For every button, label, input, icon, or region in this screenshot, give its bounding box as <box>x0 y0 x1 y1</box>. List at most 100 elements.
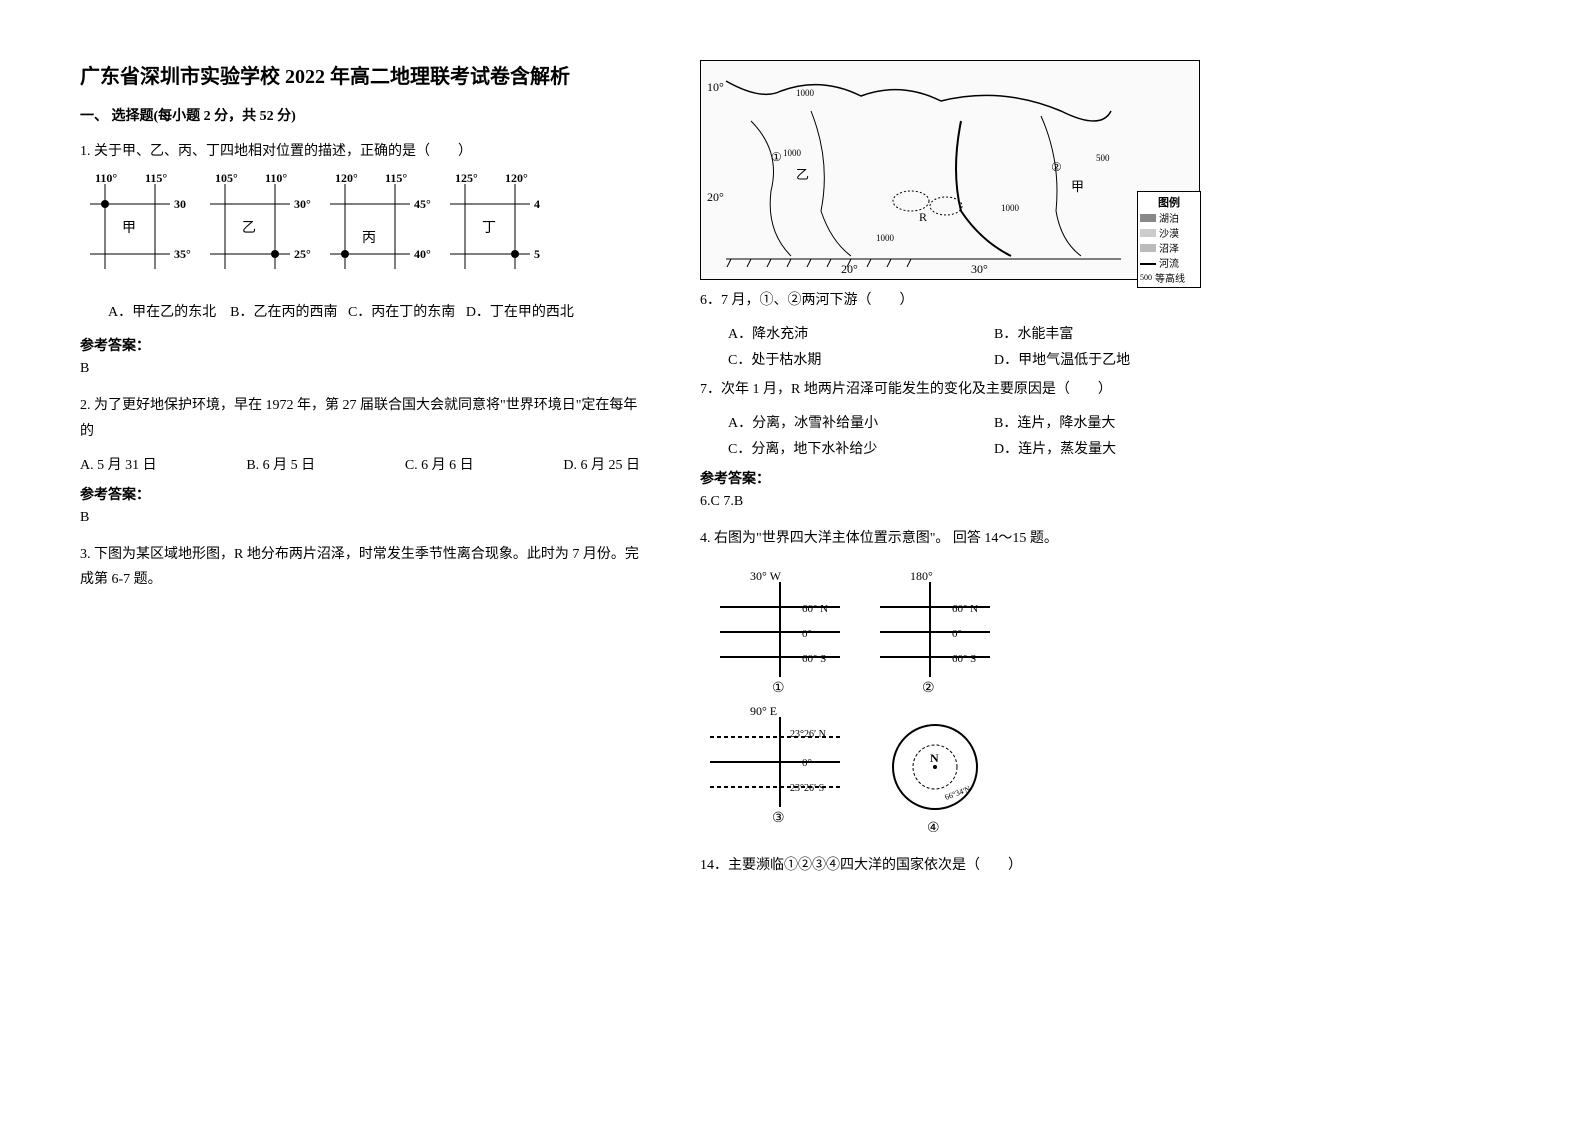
q1-p4-lon2: 120° <box>505 174 528 185</box>
q4-p3-lon: 90° E <box>750 704 777 718</box>
q7-option-a: A．分离，冰雪补给量小 <box>728 412 994 432</box>
legend-item-lake: 湖泊 <box>1140 210 1198 225</box>
q1-diagram: 110° 115° 30 35° 甲 105° 110° 30° 25° 乙 <box>80 174 540 284</box>
q1-p2-lon2: 110° <box>265 174 287 185</box>
q1-p2-lon1: 105° <box>215 174 238 185</box>
legend-title: 图例 <box>1140 194 1198 210</box>
map-circ2: ② <box>1051 160 1062 174</box>
q4-p1-lon: 30° W <box>750 572 782 583</box>
legend-item-swamp: 沼泽 <box>1140 240 1198 255</box>
map-c1000c: 1000 <box>876 233 895 243</box>
q1-option-b: B．乙在丙的西南 <box>230 300 337 325</box>
q1-p4-lat1: 45° <box>534 197 540 211</box>
q6-options: A．降水充沛 B．水能丰富 C．处于枯水期 D．甲地气温低于乙地 <box>700 323 1260 369</box>
legend-item-contour: 500等高线 <box>1140 270 1198 285</box>
q7-answer-label: 参考答案： <box>700 468 1260 488</box>
section-header: 一、 选择题(每小题 2 分，共 52 分) <box>80 105 640 125</box>
q4-p2-lon: 180° <box>910 572 933 583</box>
q4-p2-lat1: 60° N <box>952 603 978 615</box>
q14-stem: 14．主要濒临①②③④四大洋的国家依次是（ ） <box>700 853 1260 878</box>
q1-p1-lat2: 35° <box>174 247 191 261</box>
q1-p4-label: 丁 <box>482 221 496 236</box>
map-lat-top: 10° <box>707 80 724 94</box>
q4-p4-angle: 66°34′N <box>944 784 972 802</box>
q1-p4-lat2: 50° <box>534 247 540 261</box>
map-c500: 500 <box>1096 153 1110 163</box>
q6-option-a: A．降水充沛 <box>728 323 994 343</box>
q1-options: A．甲在乙的东北 B．乙在丙的西南 C．丙在丁的东南 D．丁在甲的西北 <box>80 300 640 325</box>
exam-title: 广东省深圳市实验学校 2022 年高二地理联考试卷含解析 <box>80 60 640 89</box>
q6-option-d: D．甲地气温低于乙地 <box>994 349 1260 369</box>
legend-item-river: 河流 <box>1140 255 1198 270</box>
q1-p3-lon1: 120° <box>335 174 358 185</box>
map-legend: 图例 湖泊 沙漠 沼泽 河流 500等高线 <box>1137 191 1201 288</box>
q6-stem: 6．7 月，①、②两河下游（ ） <box>700 288 1260 313</box>
q1-answer-label: 参考答案： <box>80 335 640 355</box>
q4-p4-label: ④ <box>927 821 940 832</box>
map-lat-mid: 20° <box>707 190 724 204</box>
left-column: 广东省深圳市实验学校 2022 年高二地理联考试卷含解析 一、 选择题(每小题 … <box>80 60 640 888</box>
q4-stem: 4. 右图为"世界四大洋主体位置示意图"。 回答 14～15 题。 <box>700 526 1260 551</box>
q2-option-a: A. 5 月 31 日 <box>80 454 157 474</box>
q2-options: A. 5 月 31 日 B. 6 月 5 日 C. 6 月 6 日 D. 6 月… <box>80 454 640 474</box>
q1-option-d: D．丁在甲的西北 <box>466 300 574 325</box>
q1-p4-lon1: 125° <box>455 174 478 185</box>
q1-option-c: C．丙在丁的东南 <box>348 300 455 325</box>
q1-p1-lon1: 110° <box>95 174 117 185</box>
q4-p3-lat1: 23°26′ N <box>790 729 826 740</box>
q1-p2-lat1: 30° <box>294 197 311 211</box>
q6-option-b: B．水能丰富 <box>994 323 1260 343</box>
q3-stem: 3. 下图为某区域地形图，R 地分布两片沼泽，时常发生季节性离合现象。此时为 7… <box>80 542 640 592</box>
map-c1000d: 1000 <box>1001 203 1020 213</box>
q7-option-c: C．分离，地下水补给少 <box>728 438 994 458</box>
q1-p2-label: 乙 <box>242 220 256 236</box>
q2-option-c: C. 6 月 6 日 <box>405 454 474 474</box>
q4-diagram: 30° W 60° N 0° 60° S ① 180° 60° N 0° 60°… <box>700 572 1020 832</box>
q7-stem: 7．次年 1 月，R 地两片沼泽可能发生的变化及主要原因是（ ） <box>700 377 1260 402</box>
exam-page: 广东省深圳市实验学校 2022 年高二地理联考试卷含解析 一、 选择题(每小题 … <box>0 0 1587 948</box>
q4-p1-lat2: 0° <box>802 628 812 640</box>
q1-p3-lat2: 40° <box>414 247 431 261</box>
q3-map: 10° 20° 20° 30° ① ② 乙 甲 R 1000 1000 <box>700 60 1200 280</box>
q1-p3-label: 丙 <box>362 231 376 246</box>
q1-p1-lon2: 115° <box>145 174 167 185</box>
q4-p3-lat3: 23°26′ S <box>790 783 824 794</box>
q6-option-c: C．处于枯水期 <box>728 349 994 369</box>
q1-answer: B <box>80 361 640 377</box>
q2-option-b: B. 6 月 5 日 <box>246 454 315 474</box>
q1-p1-lat1: 30 <box>174 197 186 211</box>
q4-p1-label: ① <box>772 681 785 696</box>
q7-options: A．分离，冰雪补给量小 B．连片，降水量大 C．分离，地下水补给少 D．连片，蒸… <box>700 412 1260 458</box>
map-yi: 乙 <box>796 167 809 182</box>
q4-p1-lat1: 60° N <box>802 603 828 615</box>
q1-p3-lat1: 45° <box>414 197 431 211</box>
q2-answer-label: 参考答案： <box>80 484 640 504</box>
map-lon-right: 30° <box>971 262 988 276</box>
q2-answer: B <box>80 510 640 526</box>
q7-option-b: B．连片，降水量大 <box>994 412 1260 432</box>
q4-p1-lat3: 60° S <box>802 653 826 665</box>
q4-p2-lat3: 60° S <box>952 653 976 665</box>
q7-answer: 6.C 7.B <box>700 494 1260 510</box>
legend-item-desert: 沙漠 <box>1140 225 1198 240</box>
q4-p2-label: ② <box>922 681 935 696</box>
map-c1000a: 1000 <box>796 88 815 98</box>
q7-option-d: D．连片，蒸发量大 <box>994 438 1260 458</box>
q1-stem: 1. 关于甲、乙、丙、丁四地相对位置的描述，正确的是（ ） <box>80 139 640 164</box>
q4-p2-lat2: 0° <box>952 628 962 640</box>
q1-p3-lon2: 115° <box>385 174 407 185</box>
map-jia: 甲 <box>1071 179 1084 194</box>
q1-option-a: A．甲在乙的东北 <box>108 300 216 325</box>
q2-stem: 2. 为了更好地保护环境，早在 1972 年，第 27 届联合国大会就同意将"世… <box>80 393 640 443</box>
map-lon-left: 20° <box>841 262 858 276</box>
q4-p4-N: N <box>930 751 939 765</box>
q1-p2-lat2: 25° <box>294 247 311 261</box>
q4-p3-lat2: 0° <box>802 757 812 769</box>
q4-p3-label: ③ <box>772 811 785 826</box>
map-circ1: ① <box>771 150 782 164</box>
q1-p1-label: 甲 <box>122 221 136 236</box>
map-c1000b: 1000 <box>783 148 802 158</box>
map-R: R <box>919 210 927 224</box>
right-column: 10° 20° 20° 30° ① ② 乙 甲 R 1000 1000 <box>700 60 1260 888</box>
q2-option-d: D. 6 月 25 日 <box>563 454 640 474</box>
